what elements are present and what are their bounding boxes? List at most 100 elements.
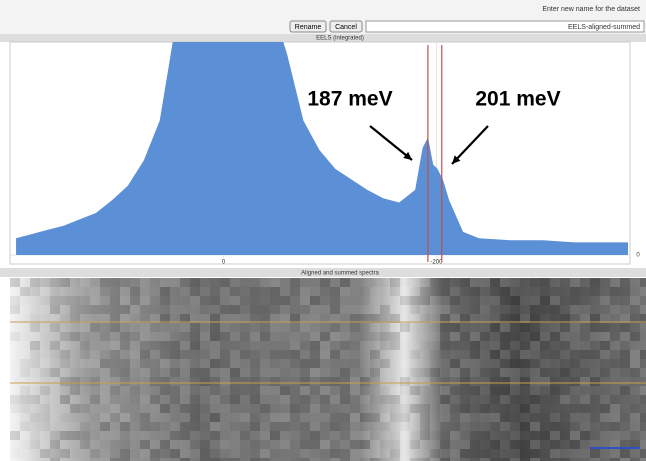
pixel bbox=[540, 332, 550, 341]
pixel bbox=[520, 458, 530, 461]
pixel bbox=[570, 296, 580, 305]
pixel bbox=[190, 431, 200, 440]
pixel bbox=[420, 278, 430, 287]
pixel bbox=[120, 431, 130, 440]
pixel bbox=[70, 296, 80, 305]
pixel bbox=[280, 332, 290, 341]
pixel bbox=[310, 359, 320, 368]
pixel bbox=[120, 395, 130, 404]
pixel bbox=[440, 413, 450, 422]
pixel bbox=[190, 332, 200, 341]
pixel bbox=[290, 449, 300, 458]
pixel bbox=[300, 458, 310, 461]
pixel bbox=[130, 314, 140, 323]
pixel bbox=[320, 350, 330, 359]
pixel bbox=[190, 422, 200, 431]
pixel bbox=[250, 341, 260, 350]
pixel bbox=[530, 395, 540, 404]
pixel bbox=[80, 422, 90, 431]
pixel bbox=[10, 368, 20, 377]
pixel bbox=[400, 377, 410, 386]
pixel bbox=[20, 458, 30, 461]
pixel bbox=[590, 395, 600, 404]
pixel bbox=[200, 422, 210, 431]
pixel bbox=[590, 413, 600, 422]
pixel bbox=[540, 287, 550, 296]
pixel bbox=[460, 395, 470, 404]
pixel bbox=[590, 404, 600, 413]
pixel bbox=[540, 296, 550, 305]
pixel bbox=[30, 386, 40, 395]
pixel bbox=[470, 386, 480, 395]
pixel bbox=[220, 413, 230, 422]
pixel bbox=[560, 431, 570, 440]
pixel bbox=[260, 341, 270, 350]
pixel bbox=[210, 422, 220, 431]
pixel bbox=[110, 449, 120, 458]
pixel bbox=[360, 341, 370, 350]
pixel bbox=[260, 296, 270, 305]
pixel bbox=[110, 440, 120, 449]
pixel bbox=[490, 395, 500, 404]
pixel bbox=[420, 287, 430, 296]
pixel bbox=[40, 341, 50, 350]
rename-button[interactable] bbox=[289, 20, 327, 33]
pixel bbox=[180, 431, 190, 440]
pixel bbox=[210, 404, 220, 413]
pixel bbox=[430, 404, 440, 413]
pixel bbox=[100, 323, 110, 332]
pixel bbox=[120, 296, 130, 305]
pixel bbox=[330, 359, 340, 368]
pixel bbox=[580, 386, 590, 395]
pixel bbox=[150, 368, 160, 377]
pixel bbox=[600, 431, 610, 440]
panel-title: Aligned and summed spectra bbox=[301, 271, 379, 277]
pixel bbox=[560, 323, 570, 332]
pixel bbox=[360, 449, 370, 458]
pixel bbox=[580, 377, 590, 386]
pixel bbox=[560, 287, 570, 296]
pixel bbox=[240, 368, 250, 377]
pixel bbox=[130, 458, 140, 461]
pixel bbox=[450, 458, 460, 461]
pixel bbox=[370, 323, 380, 332]
pixel bbox=[380, 332, 390, 341]
pixel bbox=[520, 431, 530, 440]
pixel bbox=[380, 278, 390, 287]
pixel bbox=[390, 296, 400, 305]
pixel bbox=[250, 386, 260, 395]
pixel bbox=[110, 287, 120, 296]
pixel bbox=[20, 449, 30, 458]
pixel bbox=[530, 377, 540, 386]
pixel bbox=[460, 440, 470, 449]
pixel bbox=[320, 314, 330, 323]
pixel bbox=[20, 323, 30, 332]
pixel bbox=[140, 359, 150, 368]
pixel bbox=[10, 278, 20, 287]
pixel bbox=[20, 305, 30, 314]
pixel bbox=[340, 359, 350, 368]
pixel bbox=[450, 404, 460, 413]
pixel bbox=[600, 278, 610, 287]
pixel bbox=[570, 422, 580, 431]
pixel bbox=[20, 359, 30, 368]
pixel bbox=[460, 350, 470, 359]
pixel bbox=[250, 395, 260, 404]
name-input[interactable] bbox=[365, 20, 645, 33]
pixel bbox=[360, 440, 370, 449]
pixel bbox=[510, 323, 520, 332]
pixel bbox=[50, 359, 60, 368]
pixel bbox=[600, 386, 610, 395]
pixel bbox=[70, 278, 80, 287]
pixel bbox=[200, 386, 210, 395]
panel-header bbox=[0, 268, 646, 277]
pixel bbox=[150, 458, 160, 461]
pixel bbox=[30, 422, 40, 431]
pixel bbox=[50, 287, 60, 296]
pixel bbox=[50, 341, 60, 350]
pixel bbox=[520, 296, 530, 305]
cancel-button[interactable] bbox=[329, 20, 363, 33]
pixel bbox=[450, 314, 460, 323]
pixel bbox=[580, 404, 590, 413]
pixel bbox=[30, 368, 40, 377]
